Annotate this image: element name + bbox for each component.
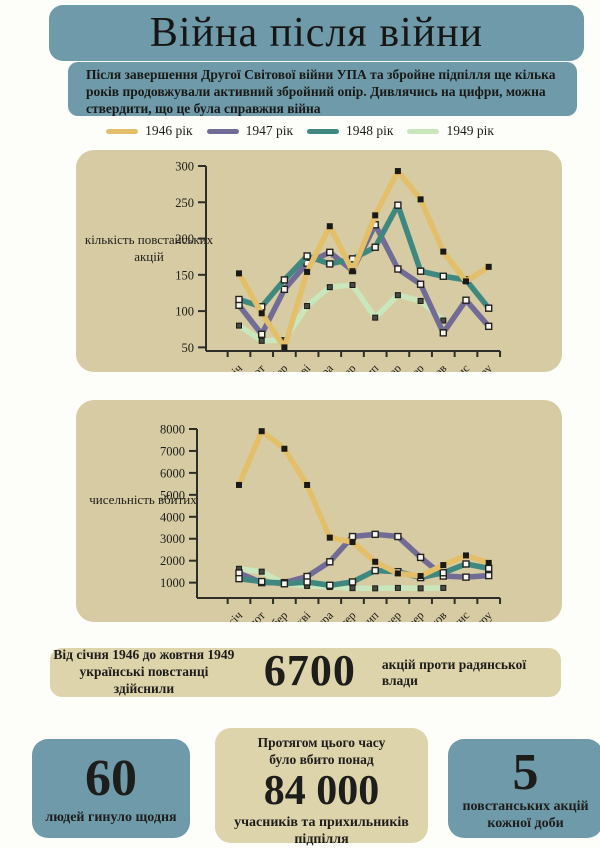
svg-text:8000: 8000 bbox=[160, 423, 185, 437]
actions-line-chart: 50 100 150 200 250 300 січлютберквітрачерлипсе… bbox=[175, 160, 502, 372]
svg-text:6000: 6000 bbox=[160, 466, 185, 480]
svg-text:тра: тра bbox=[314, 608, 336, 622]
legend-swatch-1947-icon bbox=[206, 128, 239, 134]
svg-text:лип: лип bbox=[358, 608, 382, 622]
subtitle-box: Після завершення Другої Світової війни У… bbox=[68, 62, 577, 116]
svg-text:жов: жов bbox=[425, 361, 450, 372]
svg-text:бер: бер bbox=[268, 361, 290, 372]
svg-text:січ: січ bbox=[225, 361, 245, 372]
total-actions-band: Від січня 1946 до жовтня 1949 українські… bbox=[50, 646, 561, 698]
legend-label-1947: 1947 рік bbox=[245, 123, 293, 138]
actions-per-day-label-line2: кожної доби bbox=[487, 815, 564, 831]
svg-text:жов: жов bbox=[425, 608, 450, 622]
svg-text:1000: 1000 bbox=[160, 576, 185, 590]
svg-text:сер: сер bbox=[382, 361, 404, 372]
svg-text:гру: гру bbox=[473, 608, 495, 622]
svg-text:7000: 7000 bbox=[160, 444, 185, 458]
svg-text:4000: 4000 bbox=[160, 510, 185, 524]
legend-item-1949: 1949 рік bbox=[407, 123, 494, 139]
legend-item-1948: 1948 рік bbox=[307, 123, 393, 139]
legend-swatch-1946-icon bbox=[106, 128, 139, 134]
svg-text:лип: лип bbox=[358, 361, 382, 372]
actions-per-day-box: 5 повстанських акцій кожної доби bbox=[448, 739, 600, 838]
actions-per-day-label: повстанських акцій кожної доби bbox=[448, 799, 600, 833]
svg-text:чер: чер bbox=[336, 608, 358, 622]
total-actions-suffix: акцій проти радянської влади bbox=[381, 656, 527, 688]
svg-text:кві: кві bbox=[293, 361, 314, 372]
deaths-per-day-value: 60 bbox=[85, 750, 137, 807]
killed-total-intro-line1: Протягом цього часу bbox=[257, 735, 386, 750]
actions-per-day-label-line1: повстанських акцій bbox=[462, 799, 589, 814]
svg-text:50: 50 bbox=[182, 341, 195, 355]
svg-text:лют: лют bbox=[244, 608, 269, 622]
svg-text:тра: тра bbox=[314, 361, 336, 372]
svg-text:5000: 5000 bbox=[160, 488, 185, 502]
total-actions-value: 6700 bbox=[263, 646, 356, 695]
legend-item-1946: 1946 рік bbox=[106, 123, 193, 139]
legend-label-1949: 1949 рік bbox=[446, 123, 494, 138]
deaths-per-day-box: 60 людей гинуло щодня bbox=[32, 739, 190, 838]
legend-label-1946: 1946 рік bbox=[145, 123, 193, 138]
killed-total-intro-line2: було вбито понад bbox=[269, 751, 374, 767]
total-actions-caption: Від січня 1946 до жовтня 1949 українські… bbox=[50, 647, 238, 698]
svg-text:250: 250 bbox=[175, 196, 194, 210]
legend-swatch-1948-icon bbox=[307, 128, 339, 134]
svg-text:200: 200 bbox=[175, 232, 194, 246]
legend-item-1947: 1947 рік bbox=[206, 123, 293, 139]
svg-text:100: 100 bbox=[175, 305, 194, 319]
killed-total-value: 84 000 bbox=[263, 767, 380, 814]
svg-text:бер: бер bbox=[268, 608, 290, 622]
svg-text:вер: вер bbox=[405, 608, 427, 622]
actions-chart-ylabel: кількість повстанських акцій bbox=[84, 232, 214, 264]
killed-total-label: учасників та прихильників підпілля bbox=[215, 815, 428, 848]
title-bar: Війна після війни bbox=[49, 5, 584, 61]
legend-swatch-1949-icon bbox=[407, 128, 440, 134]
svg-text:вер: вер bbox=[405, 361, 427, 372]
svg-text:2000: 2000 bbox=[160, 554, 185, 568]
chart-legend: 1946 рік 1947 рік 1948 рік 1949 рік bbox=[0, 121, 600, 141]
deaths-per-day-label: людей гинуло щодня bbox=[45, 810, 177, 826]
svg-text:гру: гру bbox=[473, 361, 495, 372]
svg-text:3000: 3000 bbox=[160, 532, 185, 546]
svg-text:150: 150 bbox=[175, 268, 194, 282]
killed-total-intro: Протягом цього часу було вбито понад bbox=[215, 735, 428, 769]
svg-text:сер: сер bbox=[382, 608, 404, 622]
page-title: Війна після війни bbox=[149, 10, 484, 56]
killed-total-box: Протягом цього часу було вбито понад 84 … bbox=[215, 728, 428, 847]
legend-label-1948: 1948 рік bbox=[346, 123, 394, 138]
svg-text:лис: лис bbox=[450, 361, 472, 372]
subtitle-text: Після завершення Другої Світової війни У… bbox=[86, 67, 556, 116]
svg-text:300: 300 bbox=[175, 160, 194, 174]
total-actions-caption-line2: українські повстанці здійснили bbox=[79, 664, 209, 696]
killed-chart-ylabel: чисельність вбитих bbox=[89, 492, 197, 507]
svg-text:лют: лют bbox=[244, 361, 269, 372]
svg-text:лис: лис bbox=[450, 608, 472, 622]
killed-chart-panel: чисельність вбитих 1000 2000 3000 4000 5000 6… bbox=[76, 400, 562, 622]
actions-chart-panel: кількість повстанських акцій 50 100 150 200… bbox=[76, 150, 562, 372]
actions-per-day-value: 5 bbox=[512, 744, 539, 801]
svg-text:чер: чер bbox=[336, 361, 358, 372]
svg-text:січ: січ bbox=[225, 608, 245, 622]
svg-text:кві: кві bbox=[293, 608, 314, 622]
killed-total-label-line1: учасників та прихильників bbox=[234, 814, 409, 830]
total-actions-caption-line1: Від січня 1946 до жовтня 1949 bbox=[53, 647, 235, 663]
